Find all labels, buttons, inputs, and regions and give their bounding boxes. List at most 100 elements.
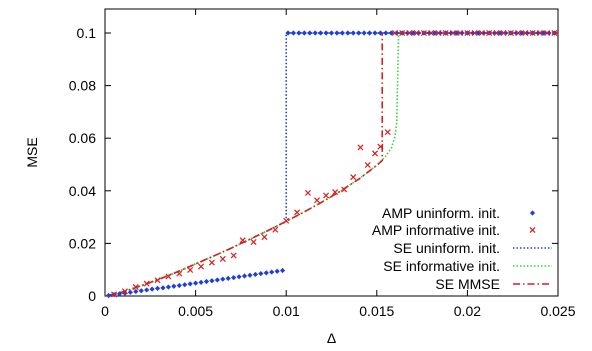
series-se-uninform-init- [104, 32, 558, 297]
data-point-x [111, 291, 118, 298]
legend-entry: AMP informative init. [372, 222, 536, 238]
data-point-diamond [133, 288, 139, 295]
data-point-x [529, 29, 536, 37]
y-tick-label: 0.06 [69, 130, 96, 146]
data-point-x [261, 234, 268, 241]
data-point-diamond [116, 291, 123, 297]
legend-entry: SE uninform. init. [393, 240, 552, 256]
data-point-diamond [437, 30, 443, 36]
data-point-diamond [171, 283, 177, 289]
data-point-x [486, 29, 493, 37]
legend-entry: SE informative init. [383, 258, 552, 274]
y-tick-label: 0 [88, 288, 96, 304]
data-point-x [551, 29, 558, 37]
data-point-diamond [269, 269, 275, 275]
legend-label: SE MMSE [435, 276, 500, 292]
data-point-diamond [225, 275, 231, 281]
data-point-diamond [258, 271, 264, 277]
data-point-diamond [312, 30, 318, 36]
data-point-x [250, 239, 257, 246]
x-tick-label: 0.02 [454, 303, 481, 319]
data-point-x [143, 280, 150, 287]
data-point-diamond [198, 279, 204, 285]
legend: AMP uninform. init.AMP informative init.… [372, 205, 552, 292]
data-point-diamond [220, 276, 226, 282]
data-point-x [154, 277, 161, 284]
data-point-diamond [415, 30, 422, 36]
y-tick-label: 0.04 [69, 183, 96, 199]
data-point-diamond [383, 30, 389, 36]
data-point-x [391, 29, 398, 37]
legend-label: AMP uninform. init. [382, 205, 500, 221]
data-point-x [428, 29, 435, 37]
legend-label: SE informative init. [383, 258, 500, 274]
data-point-diamond [540, 30, 547, 36]
data-point-diamond [296, 30, 302, 36]
data-point-diamond [334, 30, 340, 36]
data-point-diamond [323, 30, 329, 36]
data-point-diamond [154, 285, 161, 291]
data-point-diamond [513, 30, 519, 36]
data-point-diamond [356, 30, 362, 36]
data-point-x [371, 150, 379, 157]
data-point-x [413, 29, 420, 37]
data-point-x [399, 29, 406, 37]
data-point-diamond [247, 272, 253, 278]
legend-entry: AMP uninform. init. [382, 205, 536, 221]
data-point-x [357, 144, 364, 151]
data-point-x [515, 29, 522, 37]
data-point-diamond [388, 30, 394, 36]
data-point-diamond [182, 282, 188, 288]
data-point-diamond [432, 30, 438, 36]
data-point-diamond [165, 284, 172, 290]
plot-border [104, 8, 559, 297]
x-tick-label: 0 [101, 303, 109, 319]
data-point-x [364, 162, 371, 169]
data-point-x [522, 29, 529, 37]
data-point-diamond [361, 30, 367, 36]
data-point-diamond [453, 30, 460, 36]
x-axis-label: Δ [327, 330, 336, 346]
data-point-x [507, 29, 514, 37]
data-point-diamond [231, 274, 237, 281]
data-point-diamond [214, 277, 220, 283]
data-point-x [132, 284, 139, 291]
series-se-informative-init- [104, 32, 558, 297]
y-axis-label: MSE [24, 137, 40, 167]
data-point-diamond [328, 30, 335, 36]
data-point-x [493, 29, 500, 37]
data-point-x [350, 174, 357, 181]
data-point-x [529, 226, 536, 234]
data-point-diamond [187, 281, 193, 287]
x-tick-label: 0.01 [273, 303, 300, 319]
data-point-x [121, 288, 128, 295]
data-point-x [544, 29, 551, 37]
data-point-x [230, 252, 237, 259]
data-point-diamond [491, 30, 498, 36]
data-point-diamond [274, 268, 280, 274]
data-point-diamond [149, 286, 155, 292]
data-point-diamond [160, 285, 166, 291]
data-point-x [442, 29, 449, 37]
data-point-x [313, 197, 321, 204]
data-point-x [304, 189, 311, 196]
x-tick-label: 0.025 [540, 303, 575, 319]
data-point-x [323, 192, 330, 199]
data-point-x [239, 237, 246, 244]
y-tick-label: 0.02 [69, 235, 96, 251]
data-point-x [457, 29, 464, 37]
series-layer [104, 29, 558, 299]
data-point-diamond [410, 30, 416, 36]
data-point-diamond [307, 30, 313, 36]
data-point-diamond [497, 30, 503, 36]
data-point-x [294, 209, 301, 216]
data-point-diamond [301, 30, 307, 36]
data-point-x [377, 143, 384, 150]
data-point-x [283, 217, 290, 224]
data-point-diamond [279, 267, 286, 274]
data-point-diamond [106, 292, 112, 299]
data-point-x [420, 29, 427, 37]
data-point-diamond [339, 30, 345, 36]
data-point-x [449, 29, 456, 37]
data-point-diamond [236, 274, 242, 280]
